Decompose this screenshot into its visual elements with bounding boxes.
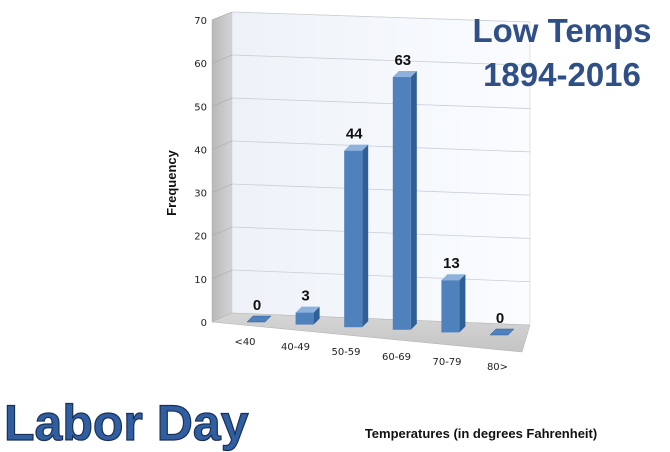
side-gridline <box>211 183 233 193</box>
data-label: 0 <box>496 310 504 327</box>
y-axis-label: Frequency <box>164 149 179 216</box>
y-tick-label: 20 <box>194 232 207 243</box>
y-axis-ticks: 0 10 20 30 40 50 60 70 <box>194 16 207 329</box>
x-tick-label: 70-79 <box>432 357 461 368</box>
side-gridline <box>211 97 233 107</box>
y-tick-label: 30 <box>194 189 207 200</box>
side-gridline <box>211 11 233 21</box>
data-label: 13 <box>443 255 460 272</box>
bar <box>441 274 466 333</box>
x-axis-category-labels: <40 40-49 50-59 60-69 70-79 80> <box>234 337 508 373</box>
bar-front <box>441 280 460 333</box>
side-gridline <box>211 140 233 150</box>
bar-side <box>459 274 466 333</box>
title-line-2: 1894-2016 <box>483 56 641 93</box>
x-tick-label: 50-59 <box>331 347 360 358</box>
title-line-1: Low Temps <box>472 12 651 49</box>
bar-front <box>295 312 314 325</box>
side-gridline <box>211 54 233 64</box>
gridline <box>231 269 531 283</box>
gridline <box>231 97 531 109</box>
labor-day-subtitle: Labor Day <box>4 395 249 451</box>
x-tick-label: 40-49 <box>281 342 310 353</box>
data-labels: 0 3 44 63 13 0 <box>253 52 504 327</box>
bar-top <box>441 274 466 281</box>
data-label: 0 <box>253 297 261 314</box>
bar-top <box>392 71 417 78</box>
bar-front <box>344 150 363 328</box>
gridline <box>231 140 531 153</box>
bar-side <box>362 144 369 328</box>
gridline <box>231 54 531 66</box>
bar <box>489 328 515 336</box>
gridlines <box>211 11 531 283</box>
x-tick-label: 80> <box>487 362 508 373</box>
gridline <box>231 226 531 239</box>
side-wall <box>211 11 233 323</box>
bar-front <box>392 77 411 330</box>
bar-side <box>313 306 320 325</box>
bar <box>392 71 417 330</box>
bar-side <box>410 71 417 330</box>
bar <box>295 306 320 325</box>
y-tick-label: 50 <box>194 102 207 113</box>
y-tick-label: 70 <box>194 16 207 27</box>
data-label: 44 <box>346 126 363 143</box>
side-gridline <box>211 269 233 280</box>
bar-flat <box>246 315 272 323</box>
side-gridline <box>211 226 233 236</box>
gridline <box>231 11 531 23</box>
data-label: 3 <box>301 288 309 305</box>
bars <box>246 71 515 336</box>
data-label: 63 <box>394 52 411 69</box>
y-tick-label: 10 <box>194 275 207 286</box>
bar-top <box>344 144 369 151</box>
bar <box>246 315 272 323</box>
x-tick-label: <40 <box>234 337 255 348</box>
y-tick-label: 0 <box>201 318 207 329</box>
y-tick-label: 60 <box>194 59 207 70</box>
gridline <box>231 183 531 196</box>
x-axis-label: Temperatures (in degrees Fahrenheit) <box>365 426 597 441</box>
bar-top <box>295 306 320 313</box>
x-tick-label: 60-69 <box>382 352 411 363</box>
y-tick-label: 40 <box>194 145 207 156</box>
bar-flat <box>489 328 515 336</box>
bar <box>344 144 369 328</box>
